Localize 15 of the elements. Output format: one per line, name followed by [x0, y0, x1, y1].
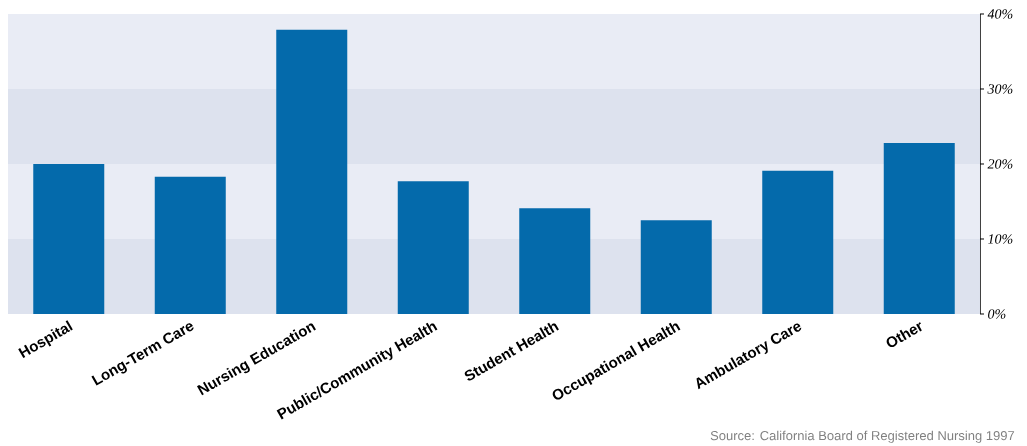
bar: [519, 208, 591, 314]
source-note: Source: California Board of Registered Nursing 1997: [710, 430, 1015, 443]
x-tick-label: Other: [886, 322, 922, 348]
bar: [33, 163, 105, 314]
y-tick-label: 40%: [987, 9, 1013, 19]
y-tick-label: 30%: [987, 84, 1013, 94]
bar: [883, 142, 955, 314]
bar: [276, 29, 348, 314]
y-tick-label: 0%: [988, 309, 1006, 319]
bar: [154, 176, 226, 314]
bar: [762, 170, 834, 314]
y-tick-label: 20%: [987, 159, 1013, 169]
bar: [397, 181, 469, 314]
bar: [640, 220, 712, 314]
y-tick-label: 10%: [988, 234, 1013, 244]
